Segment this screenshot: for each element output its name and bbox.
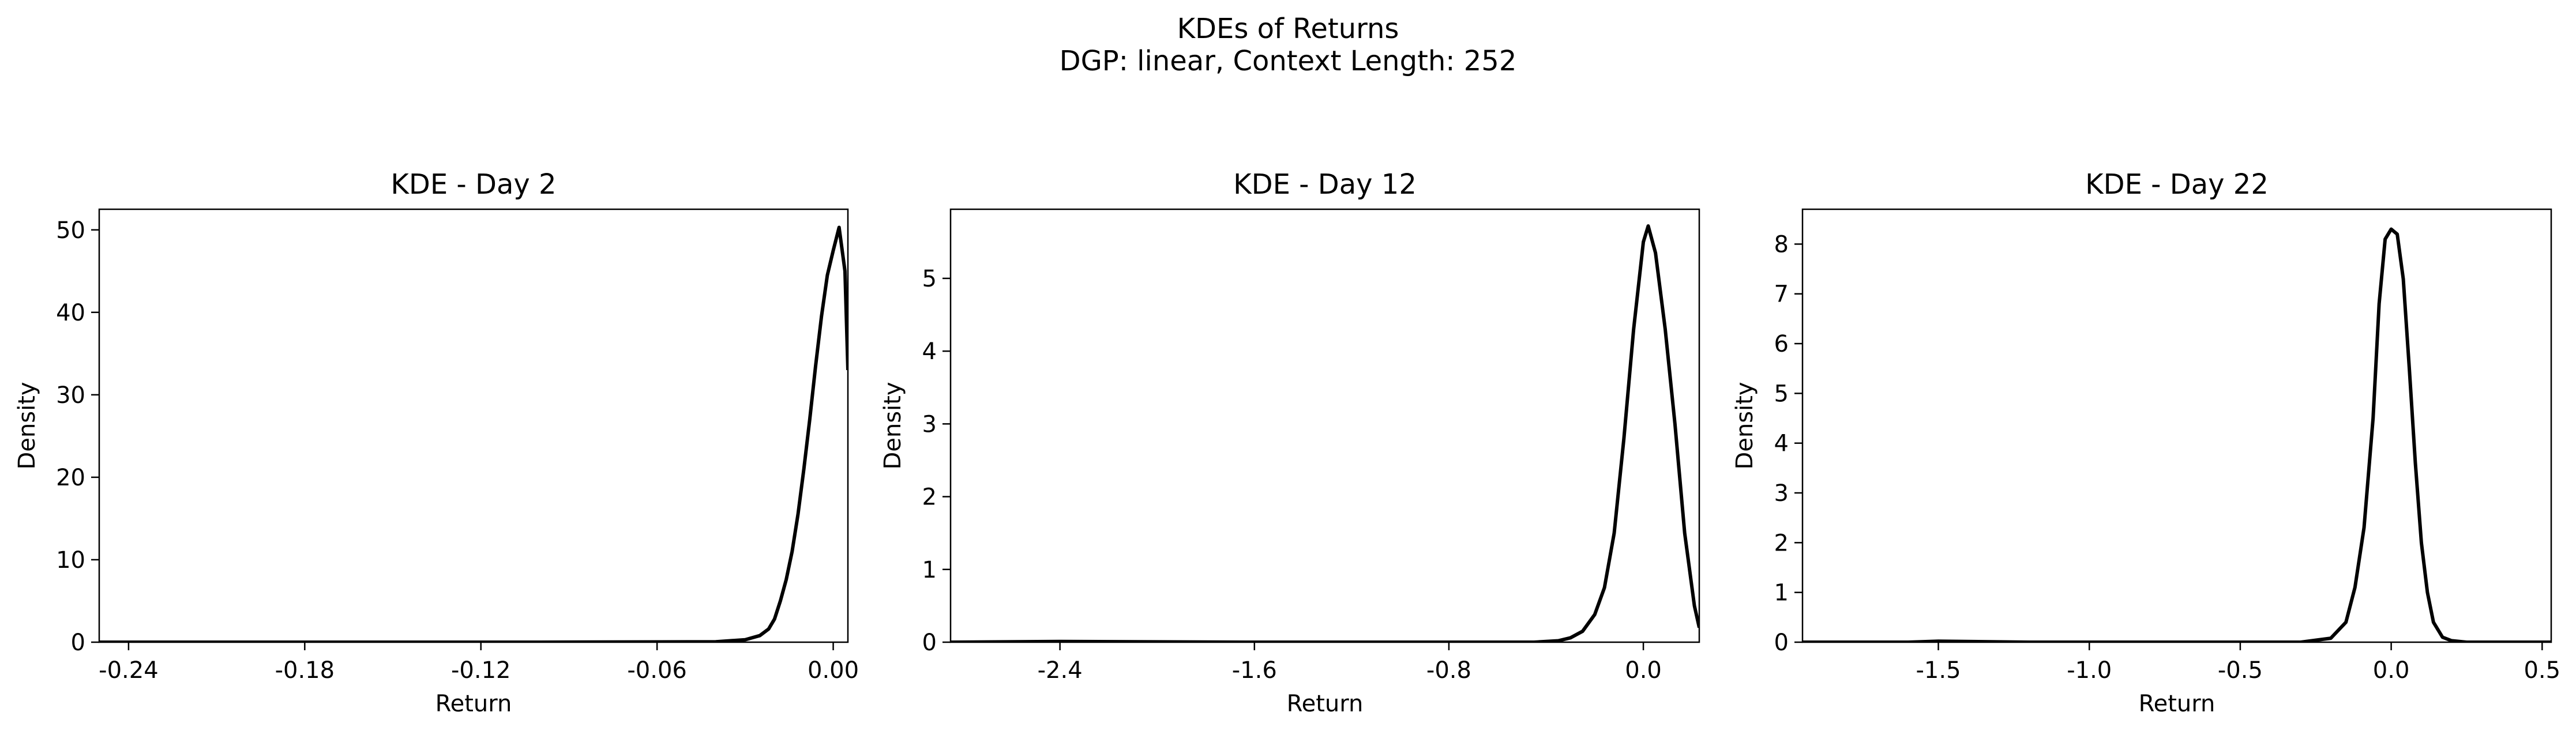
panel-title: KDE - Day 2 bbox=[390, 168, 556, 201]
x-tick-label: -0.5 bbox=[2218, 657, 2263, 684]
kde-panel-2: -2.4 -1.6 -0.8 0.0 0 1 2 3 4 5 KDE - Day 12 Return D… bbox=[880, 168, 1700, 717]
y-tick-label: 7 bbox=[1774, 281, 1789, 308]
x-tick-label: 0.0 bbox=[1625, 657, 1662, 684]
y-tick-label: 10 bbox=[56, 547, 85, 574]
x-tick-label: 0.00 bbox=[808, 657, 859, 684]
kde-panel-3: -1.5 -1.0 -0.5 0.0 0.5 0 1 2 3 4 5 6 7 8 KDE - Day 22 R… bbox=[1732, 168, 2560, 717]
x-tick-label: 0.0 bbox=[2373, 657, 2410, 684]
kde-curve-line bbox=[1803, 227, 2551, 642]
y-tick-label: 50 bbox=[56, 217, 85, 244]
y-tick-label: 0 bbox=[922, 630, 937, 656]
axes-frame bbox=[949, 208, 1700, 643]
y-tick-label: 30 bbox=[56, 382, 85, 409]
figure-subtitle: DGP: linear, Context Length: 252 bbox=[1059, 45, 1517, 77]
y-tick-label: 0 bbox=[1774, 630, 1789, 656]
x-tick-label: -0.12 bbox=[451, 657, 511, 684]
y-tick-label: 20 bbox=[56, 465, 85, 491]
y-tick-label: 1 bbox=[1774, 580, 1789, 606]
axes-frame bbox=[98, 208, 849, 643]
y-tick-label: 1 bbox=[922, 557, 937, 583]
kde-curve-line bbox=[99, 225, 848, 642]
x-tick-label: -0.24 bbox=[99, 657, 159, 684]
figure-title: KDEs of Returns bbox=[1177, 13, 1399, 45]
x-tick-label: -0.06 bbox=[627, 657, 687, 684]
y-tick-label: 5 bbox=[922, 266, 937, 292]
panel-title: KDE - Day 12 bbox=[1233, 168, 1417, 201]
y-axis-label: Density bbox=[14, 382, 40, 469]
x-tick-label: 0.5 bbox=[2524, 657, 2560, 684]
axes-frame bbox=[1801, 208, 2552, 643]
y-tick-label: 2 bbox=[922, 484, 937, 511]
x-tick-label: -0.8 bbox=[1426, 657, 1471, 684]
x-tick-label: -2.4 bbox=[1038, 657, 1083, 684]
panel-title: KDE - Day 22 bbox=[2085, 168, 2269, 201]
y-tick-label: 4 bbox=[922, 338, 937, 365]
x-axis-label: Return bbox=[2139, 691, 2215, 717]
x-axis-label: Return bbox=[1287, 691, 1364, 717]
y-tick-label: 5 bbox=[1774, 380, 1789, 407]
x-tick-label: -1.5 bbox=[1916, 657, 1961, 684]
y-tick-label: 3 bbox=[922, 411, 937, 438]
y-tick-label: 40 bbox=[56, 300, 85, 326]
y-tick-label: 0 bbox=[71, 630, 85, 656]
y-tick-label: 2 bbox=[1774, 530, 1789, 556]
y-axis-label: Density bbox=[880, 382, 906, 469]
x-tick-label: -1.0 bbox=[2067, 657, 2112, 684]
y-tick-label: 6 bbox=[1774, 331, 1789, 357]
y-tick-label: 3 bbox=[1774, 480, 1789, 507]
kde-panel-1: -0.24 -0.18 -0.12 -0.06 0.00 0 10 20 30 40 50 KDE -… bbox=[14, 168, 859, 717]
y-axis-label: Density bbox=[1732, 382, 1758, 469]
x-tick-label: -0.18 bbox=[275, 657, 335, 684]
y-tick-label: 4 bbox=[1774, 431, 1789, 457]
kde-curve-line bbox=[951, 224, 1699, 642]
x-axis-label: Return bbox=[435, 691, 512, 717]
y-tick-label: 8 bbox=[1774, 231, 1789, 258]
x-tick-label: -1.6 bbox=[1232, 657, 1277, 684]
